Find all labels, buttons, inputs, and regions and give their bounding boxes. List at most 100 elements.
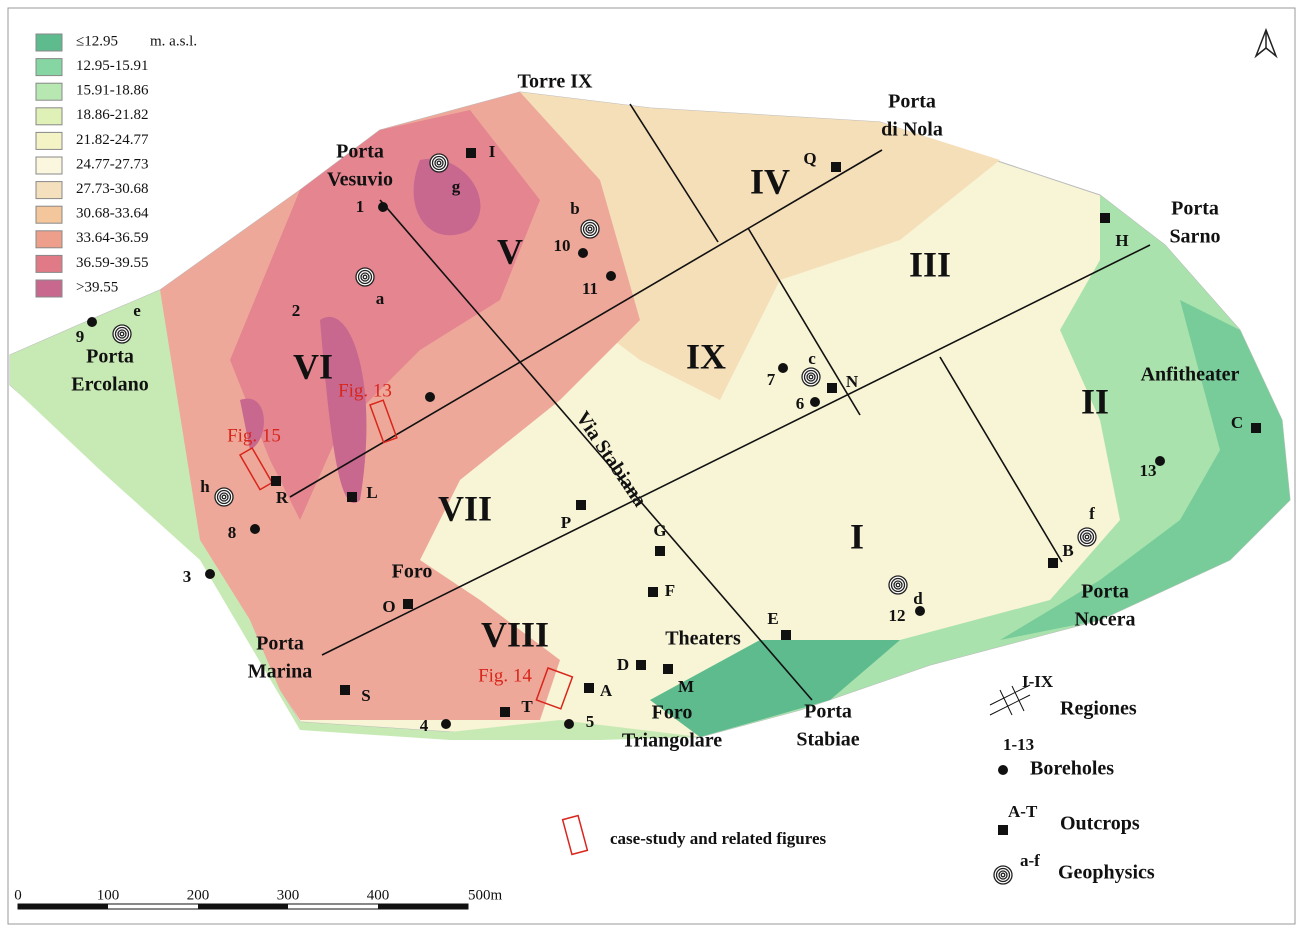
place-label: Porta <box>888 91 936 113</box>
outcrop-square <box>655 546 665 556</box>
borehole-dot <box>606 271 616 281</box>
geophysics-ring <box>803 369 819 385</box>
legend-swatch <box>35 33 63 52</box>
outcrop-label: R <box>276 488 289 507</box>
borehole-dot <box>425 392 435 402</box>
place-label: Foro <box>652 702 693 724</box>
place-label: Porta <box>256 633 304 655</box>
outcrop-label: E <box>767 609 778 628</box>
place-label: Triangolare <box>622 730 722 752</box>
legend-label: >39.55 <box>76 279 118 295</box>
geophysics-ring <box>893 580 903 590</box>
place-label: Foro <box>392 561 433 583</box>
borehole-dot <box>810 397 820 407</box>
outcrop-square <box>998 825 1008 835</box>
place-label: Ercolano <box>71 374 148 396</box>
geophysics-ring <box>890 577 906 593</box>
legend-swatch <box>35 279 63 298</box>
borehole-dot <box>998 765 1008 775</box>
key-range: I-IX <box>1022 672 1054 691</box>
geophysics-ring <box>1079 529 1095 545</box>
geophysics-ring <box>362 274 368 280</box>
geophysics-ring <box>219 492 229 502</box>
legend-label: 18.86-21.82 <box>76 107 149 123</box>
legend-swatch <box>35 156 63 175</box>
outcrop-square <box>1048 558 1058 568</box>
scale-segment <box>198 904 288 909</box>
outcrop-label: P <box>561 513 571 532</box>
outcrop-label: C <box>1231 413 1243 432</box>
outcrop-square <box>781 630 791 640</box>
outcrop-label: Q <box>803 149 816 168</box>
outcrop-square <box>648 587 658 597</box>
legend-label: 15.91-18.86 <box>76 83 149 99</box>
geophysics-label: e <box>133 301 141 320</box>
place-label: Marina <box>248 661 312 683</box>
figure-label: Fig. 13 <box>338 380 392 401</box>
legend-label: 27.73-30.68 <box>76 181 149 197</box>
outcrop-label: M <box>678 677 694 696</box>
legend-label: 24.77-27.73 <box>76 156 149 172</box>
geophysics-ring <box>808 374 814 380</box>
geophysics-ring <box>995 867 1011 883</box>
scale-label: 500m <box>468 887 503 903</box>
legend-swatch <box>35 230 63 249</box>
borehole-dot <box>915 606 925 616</box>
scale-label: 400 <box>367 887 390 903</box>
outcrop-label: L <box>366 483 377 502</box>
outcrop-label: F <box>665 581 675 600</box>
geophysics-ring <box>216 489 232 505</box>
place-label: Vesuvio <box>327 169 393 191</box>
case-study-icon <box>561 814 589 856</box>
legend-swatch <box>35 205 63 224</box>
scale-label: 100 <box>97 887 120 903</box>
outcrop-label: S <box>361 686 370 705</box>
outcrop-label: B <box>1062 541 1073 560</box>
borehole-label: 7 <box>767 370 776 389</box>
outcrop-square <box>1100 213 1110 223</box>
figure-label: Fig. 14 <box>478 665 532 686</box>
borehole-dot <box>1155 456 1165 466</box>
scale-segment <box>18 904 108 909</box>
key-regio-line <box>999 689 1013 716</box>
borehole-dot <box>564 719 574 729</box>
geophysics-ring <box>806 372 816 382</box>
outcrop-square <box>576 500 586 510</box>
geophysics-ring <box>1082 532 1092 542</box>
geophysics-label: c <box>808 349 816 368</box>
outcrop-label: G <box>653 521 666 540</box>
key-regio-line <box>989 684 1031 706</box>
key-range: 1-13 <box>1003 735 1034 754</box>
legend-swatch <box>35 181 63 200</box>
key-label: Geophysics <box>1058 862 1155 884</box>
scale-label: 200 <box>187 887 210 903</box>
geophysics-ring <box>117 329 127 339</box>
legend-label: 33.64-36.59 <box>76 230 149 246</box>
geophysics-ring <box>434 158 444 168</box>
north-arrow <box>1254 27 1278 59</box>
borehole-label: 12 <box>889 606 906 625</box>
borehole-dot <box>441 719 451 729</box>
place-label: Porta <box>1081 581 1129 603</box>
regio-label: VI <box>293 346 333 386</box>
place-label: di Nola <box>881 119 943 141</box>
borehole-dot <box>205 569 215 579</box>
geophysics-label: d <box>913 589 923 608</box>
legend-swatch <box>35 82 63 101</box>
borehole-dot <box>378 202 388 212</box>
borehole-dot <box>87 317 97 327</box>
legend-swatch <box>35 107 63 126</box>
regio-label: VIII <box>481 614 549 654</box>
legend-label: 30.68-33.64 <box>76 206 149 222</box>
place-label: Stabiae <box>796 729 859 751</box>
key-label: Outcrops <box>1060 813 1140 835</box>
key-label: Regiones <box>1060 698 1137 720</box>
outcrop-square <box>663 664 673 674</box>
figure-label: Fig. 15 <box>227 425 281 446</box>
borehole-label: 8 <box>228 523 237 542</box>
place-label: Porta <box>336 141 384 163</box>
outcrop-square <box>403 599 413 609</box>
key-range: a-f <box>1020 851 1040 870</box>
figure-box <box>238 446 274 491</box>
